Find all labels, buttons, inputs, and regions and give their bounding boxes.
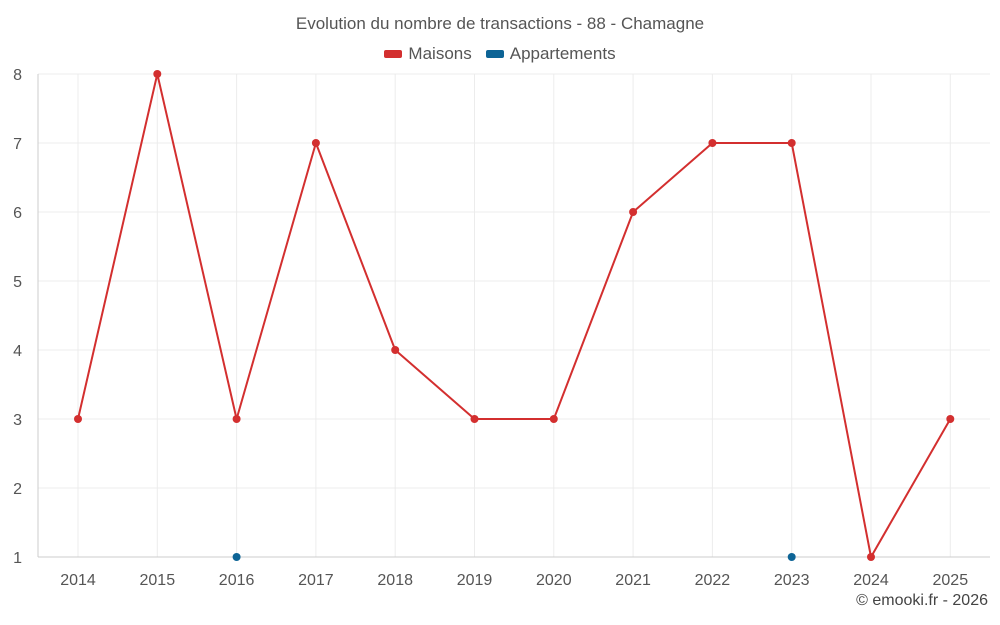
x-tick-label: 2022 <box>695 572 731 589</box>
x-tick-label: 2016 <box>219 572 255 589</box>
legend-label-maisons: Maisons <box>408 44 472 63</box>
data-point-maisons-2017 <box>311 139 320 147</box>
data-point-maisons-2018 <box>391 346 400 354</box>
x-tick-label: 2023 <box>774 572 810 589</box>
data-point-appartements-2023 <box>787 553 796 561</box>
x-tick-label: 2020 <box>536 572 572 589</box>
data-point-maisons-2015 <box>153 70 162 78</box>
y-tick-label: 3 <box>13 412 22 429</box>
x-tick-label: 2024 <box>853 572 889 589</box>
y-tick-label: 6 <box>13 205 22 222</box>
legend: Maisons Appartements <box>0 44 1000 64</box>
y-tick-label: 2 <box>13 481 22 498</box>
series-line-maisons <box>77 73 952 558</box>
data-point-appartements-2016 <box>232 553 241 561</box>
data-point-maisons-2021 <box>629 208 638 216</box>
legend-item-appartements[interactable]: Appartements <box>485 44 616 64</box>
data-point-maisons-2022 <box>708 139 717 147</box>
x-tick-label: 2019 <box>457 572 493 589</box>
x-tick-label: 2025 <box>933 572 969 589</box>
y-tick-label: 4 <box>13 343 22 360</box>
y-tick-label: 5 <box>13 274 22 291</box>
chart-title: Evolution du nombre de transactions - 88… <box>295 14 705 33</box>
credit-text: © emooki.fr - 2026 <box>856 592 988 609</box>
data-point-maisons-2014 <box>74 415 82 423</box>
data-point-maisons-2025 <box>946 415 955 423</box>
y-tick-label: 1 <box>13 550 22 567</box>
data-point-maisons-2016 <box>232 415 241 423</box>
data-point-maisons-2020 <box>549 415 558 423</box>
legend-label-appartements: Appartements <box>509 44 616 63</box>
legend-swatch-appartements <box>485 50 504 58</box>
y-tick-label: 7 <box>13 136 22 153</box>
x-tick-label: 2014 <box>60 572 96 589</box>
data-point-maisons-2019 <box>470 415 479 423</box>
legend-item-maisons[interactable]: Maisons <box>384 44 472 64</box>
data-point-maisons-2024 <box>867 553 875 561</box>
x-tick-label: 2015 <box>140 572 176 589</box>
x-tick-label: 2018 <box>377 572 413 589</box>
x-tick-label: 2021 <box>615 572 651 589</box>
data-point-maisons-2023 <box>787 139 796 147</box>
y-tick-label: 8 <box>13 67 22 84</box>
legend-swatch-maisons <box>384 50 403 58</box>
x-tick-label: 2017 <box>298 572 334 589</box>
